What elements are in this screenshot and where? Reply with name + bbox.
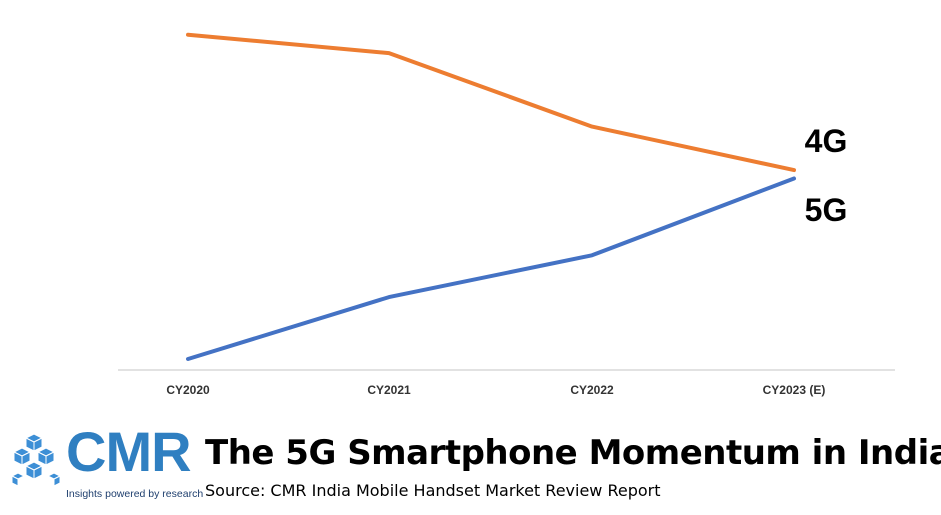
series-layer xyxy=(186,32,796,361)
chart-footer: CMR Insights powered by research The 5G … xyxy=(0,420,941,515)
series-line-5g xyxy=(186,176,796,361)
cmr-logo: CMR Insights powered by research xyxy=(8,424,204,515)
x-tick-label: CY2023 (E) xyxy=(763,383,826,397)
x-tick-label: CY2022 xyxy=(570,383,614,397)
line-chart: CY2020 CY2021 CY2022 CY2023 (E) 4G 5G xyxy=(118,32,895,397)
x-tick-labels: CY2020 CY2021 CY2022 CY2023 (E) xyxy=(166,383,825,397)
series-line-4g xyxy=(186,32,796,173)
x-tick-label: CY2020 xyxy=(166,383,210,397)
series-label-4g: 4G xyxy=(805,123,848,159)
logo-wordmark: CMR xyxy=(66,420,192,483)
logo-tagline: Insights powered by research xyxy=(66,488,204,500)
series-label-5g: 5G xyxy=(805,192,848,228)
series-labels: 4G 5G xyxy=(805,123,848,228)
cube-cluster-icon xyxy=(10,433,62,487)
chart-title: The 5G Smartphone Momentum in India xyxy=(205,433,941,473)
chart-subtitle: Source: CMR India Mobile Handset Market … xyxy=(205,481,661,500)
x-tick-label: CY2021 xyxy=(367,383,411,397)
